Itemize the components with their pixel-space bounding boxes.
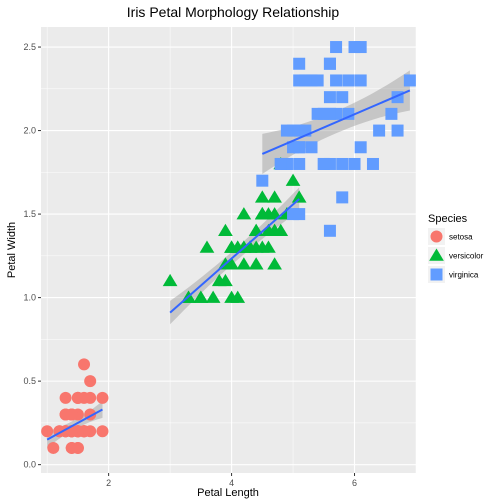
virginica-point bbox=[330, 74, 343, 87]
y-axis-title: Petal Width bbox=[6, 222, 18, 278]
legend-key-versicolor bbox=[429, 248, 444, 261]
versicolor-point bbox=[273, 223, 289, 237]
legend-label-setosa: setosa bbox=[449, 233, 473, 242]
versicolor-point bbox=[236, 207, 252, 220]
virginica-point bbox=[280, 124, 293, 137]
versicolor-point bbox=[199, 240, 215, 253]
versicolor-point bbox=[211, 273, 227, 287]
virginica-point bbox=[293, 157, 306, 170]
versicolor-point bbox=[224, 257, 239, 270]
setosa-point bbox=[41, 425, 54, 438]
x-tick-label: 4 bbox=[229, 478, 234, 488]
virginica-point bbox=[256, 174, 269, 187]
setosa-point bbox=[71, 391, 84, 404]
virginica-point bbox=[391, 124, 404, 137]
legend-label-versicolor: versicolor bbox=[449, 252, 484, 261]
versicolor-point bbox=[248, 257, 264, 270]
virginica-point bbox=[354, 74, 367, 87]
virginica-point bbox=[299, 74, 312, 87]
setosa-point bbox=[84, 375, 97, 388]
legend: Species setosa versicolor virginica bbox=[428, 213, 484, 283]
versicolor-trend-line bbox=[169, 198, 300, 314]
virginica-point bbox=[293, 208, 306, 221]
y-tick-label: 2.0 bbox=[23, 126, 36, 136]
virginica-point bbox=[354, 41, 367, 54]
y-tick-label: 2.5 bbox=[23, 42, 36, 52]
virginica-point bbox=[366, 157, 379, 170]
virginica-point bbox=[317, 157, 330, 170]
virginica-point bbox=[385, 107, 398, 120]
versicolor-point bbox=[242, 240, 258, 253]
setosa-point bbox=[59, 391, 72, 404]
virginica-point bbox=[342, 107, 355, 120]
setosa-point bbox=[96, 425, 109, 438]
y-tick-label: 1.0 bbox=[23, 293, 36, 303]
versicolor-point bbox=[162, 273, 178, 287]
virginica-point bbox=[354, 141, 367, 154]
versicolor-point bbox=[267, 257, 282, 270]
virginica-point bbox=[274, 157, 287, 170]
legend-key-virginica bbox=[430, 268, 443, 281]
setosa-trend-line bbox=[46, 408, 103, 441]
versicolor-point bbox=[267, 190, 282, 203]
setosa-point bbox=[65, 408, 78, 421]
axes: 2 4 6 0.0 0.5 1.0 1.5 2.0 2.5 bbox=[23, 42, 357, 488]
virginica-point bbox=[336, 191, 349, 204]
virginica-point bbox=[342, 74, 355, 87]
versicolor-point bbox=[254, 207, 270, 220]
versicolor-point bbox=[205, 290, 221, 303]
legend-key-setosa bbox=[430, 230, 443, 243]
virginica-point bbox=[305, 141, 318, 154]
legend-label-virginica: virginica bbox=[449, 271, 479, 280]
virginica-point bbox=[323, 107, 336, 120]
virginica-point bbox=[403, 74, 416, 87]
x-tick-label: 2 bbox=[106, 478, 111, 488]
virginica-point bbox=[293, 57, 306, 70]
versicolor-point bbox=[254, 190, 270, 203]
x-axis-title: Petal Length bbox=[197, 487, 259, 499]
setosa-point bbox=[78, 358, 91, 371]
virginica-point bbox=[330, 41, 343, 54]
versicolor-point bbox=[218, 223, 233, 237]
setosa-point bbox=[47, 441, 60, 454]
virginica-point bbox=[336, 91, 349, 104]
setosa-point bbox=[96, 391, 109, 404]
versicolor-point bbox=[230, 290, 246, 303]
virginica-point bbox=[323, 57, 336, 70]
trend-lines bbox=[46, 89, 411, 441]
chart-title: Iris Petal Morphology Relationship bbox=[127, 4, 340, 20]
versicolor-point bbox=[285, 173, 301, 186]
versicolor-point bbox=[193, 290, 209, 303]
virginica-point bbox=[287, 141, 300, 154]
versicolor-point bbox=[236, 257, 252, 270]
setosa-point bbox=[65, 441, 78, 454]
virginica-point bbox=[323, 224, 336, 237]
versicolor-point bbox=[291, 190, 307, 203]
virginica-point bbox=[336, 157, 349, 170]
y-tick-label: 0.5 bbox=[23, 376, 36, 386]
virginica-point bbox=[311, 107, 324, 120]
virginica-point bbox=[373, 124, 386, 137]
virginica-trend-line bbox=[261, 89, 411, 155]
virginica-point bbox=[323, 91, 336, 104]
virginica-point bbox=[348, 157, 361, 170]
legend-title: Species bbox=[428, 213, 468, 225]
versicolor-point bbox=[261, 240, 276, 253]
versicolor-point bbox=[261, 223, 276, 237]
x-tick-label: 6 bbox=[352, 478, 357, 488]
virginica-point bbox=[311, 74, 324, 87]
y-tick-label: 0.0 bbox=[23, 460, 36, 470]
y-tick-label: 1.5 bbox=[23, 209, 36, 219]
